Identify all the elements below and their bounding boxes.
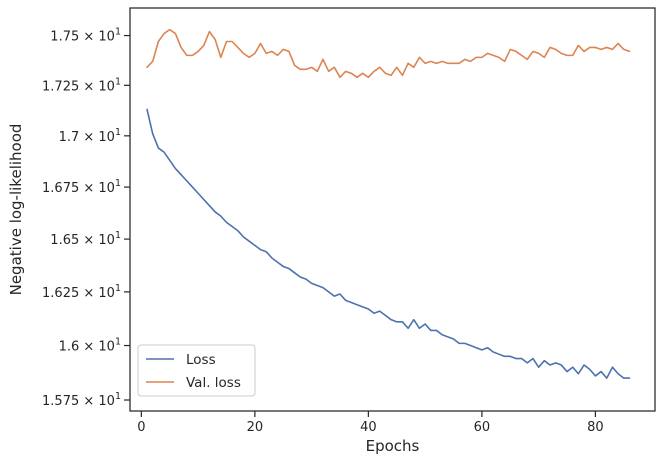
legend-label-val-loss: Val. loss xyxy=(186,375,241,391)
legend-box xyxy=(137,344,256,397)
legend-label-loss: Loss xyxy=(186,352,216,368)
x-tick-label: 0 xyxy=(137,420,145,435)
x-axis-ticks: 0 20 40 60 80 xyxy=(137,411,604,435)
series-line-val-loss xyxy=(146,28,631,79)
y-tick-label: 1.75 × 101 xyxy=(50,27,121,45)
plot-area xyxy=(146,28,631,379)
y-axis-label: Negative log-likelihood xyxy=(7,124,25,296)
legend: Loss Val. loss xyxy=(137,344,256,397)
x-tick-label: 20 xyxy=(247,420,264,435)
y-tick-label: 1.625 × 101 xyxy=(42,283,121,301)
x-tick-label: 60 xyxy=(474,420,491,435)
y-tick-label: 1.575 × 101 xyxy=(42,391,121,409)
y-tick-label: 1.7 × 101 xyxy=(59,127,121,145)
axes-frame xyxy=(129,7,656,412)
y-axis-ticks: 1.575 × 101 1.6 × 101 1.625 × 101 1.65 × 10… xyxy=(42,27,130,409)
x-tick-label: 40 xyxy=(360,420,377,435)
y-tick-label: 1.675 × 101 xyxy=(42,178,121,196)
y-tick-label: 1.6 × 101 xyxy=(59,337,121,355)
series-line-loss xyxy=(146,108,631,379)
x-tick-label: 80 xyxy=(587,420,604,435)
y-tick-label: 1.65 × 101 xyxy=(50,230,121,248)
y-tick-label: 1.725 × 101 xyxy=(42,76,121,94)
x-axis-label: Epochs xyxy=(366,437,420,455)
